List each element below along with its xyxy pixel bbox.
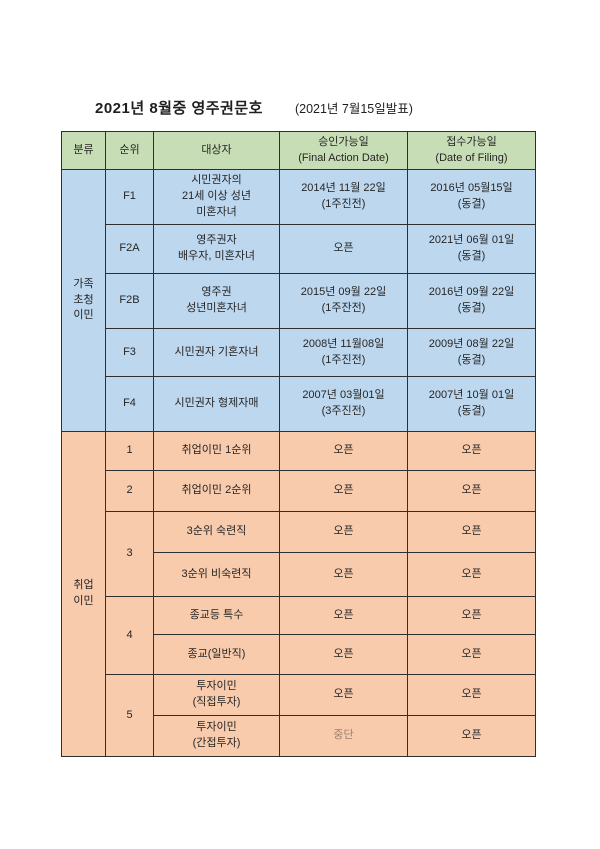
filing-cell: 2021년 06월 01일 (동결) [407, 224, 536, 274]
final-action-cell: 2015년 09월 22일 (1주잔전) [279, 273, 408, 329]
family-row-f2b: F2B 영주권 성년미혼자녀 2015년 09월 22일 (1주잔전) 2016… [62, 273, 536, 329]
employment-category-cell: 취업 이민 [61, 431, 106, 757]
target-cell: 취업이민 1순위 [153, 431, 280, 471]
family-row-f4: F4 시민권자 형제자매 2007년 03월01일 (3주진전) 2007년 1… [62, 376, 536, 432]
family-row-f3: F3 시민권자 기혼자녀 2008년 11월08일 (1주진전) 2009년 0… [62, 328, 536, 377]
header-final-action-date: 승인가능일 (Final Action Date) [279, 131, 408, 170]
final-action-cell: 오픈 [279, 674, 408, 716]
final-action-cell: 2007년 03월01일 (3주진전) [279, 376, 408, 432]
final-action-cell: 오픈 [279, 224, 408, 274]
target-cell: 종교등 특수 [153, 596, 280, 635]
filing-cell: 2016년 09월 22일 (동결) [407, 273, 536, 329]
target-cell: 취업이민 2순위 [153, 470, 280, 512]
employment-row-4a: 4 종교등 특수 오픈 오픈 [62, 596, 536, 675]
filing-cell: 오픈 [407, 634, 536, 675]
page-subtitle: (2021년 7월15일발표) [294, 102, 413, 116]
filing-cell: 2007년 10월 01일 (동결) [407, 376, 536, 432]
filing-cell: 오픈 [407, 552, 536, 597]
target-cell: 3순위 숙련직 [153, 511, 280, 553]
rank-cell: 4 [105, 596, 154, 675]
filing-cell: 오픈 [407, 715, 536, 757]
final-action-cell: 오픈 [279, 431, 408, 471]
rank-cell: F4 [105, 376, 154, 432]
filing-cell: 오픈 [407, 470, 536, 512]
final-action-cell: 2014년 11월 22일 (1주진전) [279, 169, 408, 225]
header-row: 분류 순위 대상자 승인가능일 (Final Action Date) 접수가능… [61, 131, 536, 170]
target-cell: 영주권 성년미혼자녀 [153, 273, 280, 329]
rank-cell: 3 [105, 511, 154, 597]
filing-cell: 오픈 [407, 511, 536, 553]
employment-row-2: 2 취업이민 2순위 오픈 오픈 [62, 470, 536, 512]
filing-cell: 오픈 [407, 674, 536, 716]
rank-cell: 2 [105, 470, 154, 512]
employment-row-5a: 5 투자이민 (직접투자) 오픈 오픈 [62, 674, 536, 757]
final-action-cell: 오픈 [279, 511, 408, 553]
target-cell: 시민권자 형제자매 [153, 376, 280, 432]
page-title: 2021년 8월중 영주권문호 [95, 100, 263, 117]
employment-row-3a: 3 3순위 숙련직 오픈 오픈 [62, 511, 536, 597]
header-category: 분류 [61, 131, 106, 170]
rank-cell: 1 [105, 431, 154, 471]
filing-cell: 2009년 08월 22일 (동결) [407, 328, 536, 377]
final-action-cell: 오픈 [279, 470, 408, 512]
final-action-cell: 오픈 [279, 596, 408, 635]
rank-cell: F3 [105, 328, 154, 377]
family-row-f2a: F2A 영주권자 배우자, 미혼자녀 오픈 2021년 06월 01일 (동결) [62, 224, 536, 274]
header-rank: 순위 [105, 131, 154, 170]
final-action-cell: 2008년 11월08일 (1주진전) [279, 328, 408, 377]
employment-row-1: 취업 이민 1 취업이민 1순위 오픈 오픈 [61, 431, 536, 757]
employment-row-3b: 3순위 비숙련직 오픈 오픈 [62, 552, 536, 597]
header-date-of-filing: 접수가능일 (Date of Filing) [407, 131, 536, 170]
visa-bulletin-table: 분류 순위 대상자 승인가능일 (Final Action Date) 접수가능… [61, 131, 536, 757]
final-action-cell: 오픈 [279, 634, 408, 675]
target-cell: 종교(일반직) [153, 634, 280, 675]
target-cell: 투자이민 (직접투자) [153, 674, 280, 716]
family-row-f1: 가족 초청 이민 F1 시민권자의 21세 이상 성년 미혼자녀 2014년 1… [61, 169, 536, 432]
target-cell: 3순위 비숙련직 [153, 552, 280, 597]
rank-cell: F1 [105, 169, 154, 225]
rank-cell: 5 [105, 674, 154, 757]
filing-cell: 2016년 05월15일 (동결) [407, 169, 536, 225]
final-action-cell: 중단 [279, 715, 408, 757]
rank-cell: F2B [105, 273, 154, 329]
target-cell: 시민권자의 21세 이상 성년 미혼자녀 [153, 169, 280, 225]
target-cell: 시민권자 기혼자녀 [153, 328, 280, 377]
header-target: 대상자 [153, 131, 280, 170]
target-cell: 영주권자 배우자, 미혼자녀 [153, 224, 280, 274]
final-action-cell: 오픈 [279, 552, 408, 597]
target-cell: 투자이민 (간접투자) [153, 715, 280, 757]
employment-row-4b: 종교(일반직) 오픈 오픈 [62, 634, 536, 675]
family-category-cell: 가족 초청 이민 [61, 169, 106, 432]
employment-row-5b: 투자이민 (간접투자) 중단 오픈 [62, 715, 536, 757]
filing-cell: 오픈 [407, 431, 536, 471]
filing-cell: 오픈 [407, 596, 536, 635]
title-row: 2021년 8월중 영주권문호 (2021년 7월15일발표) [95, 97, 555, 118]
rank-cell: F2A [105, 224, 154, 274]
